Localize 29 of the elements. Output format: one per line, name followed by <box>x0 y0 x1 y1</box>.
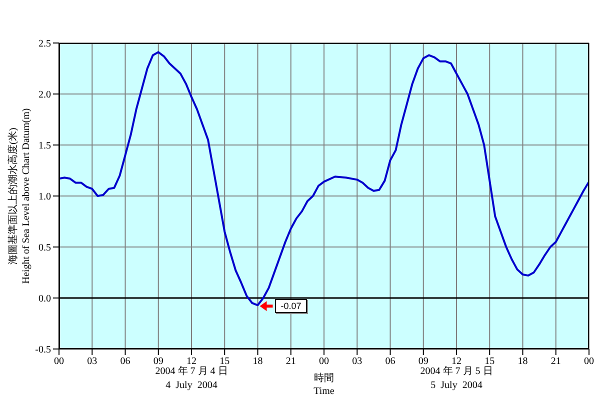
x-tick-label: 03 <box>352 356 362 368</box>
y-tick-label: 1.0 <box>38 192 51 203</box>
x-tick-label: 03 <box>87 356 98 368</box>
x-tick-label: 18 <box>252 356 263 368</box>
y-axis-title: 海圖基準面以上的潮水高度(米) Height of Sea Level above Chart Datum(m) <box>7 108 33 284</box>
x-tick-label: 21 <box>286 356 296 368</box>
y-tick-label: 1.5 <box>38 140 51 152</box>
y-tick-label: 0.0 <box>38 294 51 305</box>
text: 2004 年 7 月 5 日 5 July 2004 <box>419 366 494 393</box>
x-tick-label: 06 <box>385 356 396 368</box>
annotation: -0.07 <box>274 299 308 314</box>
y-tick-label: 2.0 <box>38 90 51 101</box>
x-tick-label: 06 <box>120 356 130 368</box>
x-tick-label: 09 <box>418 356 428 368</box>
x-axis-title: 時間 Time <box>312 372 336 398</box>
x-tick-label: 00 <box>319 356 329 368</box>
x-tick-label: 12 <box>186 356 196 368</box>
x-tick-label: 12 <box>452 356 462 368</box>
x-tick-label: 21 <box>550 356 561 368</box>
y-tick-label: 0.5 <box>38 242 51 254</box>
x-tick-label: 00 <box>584 356 594 368</box>
y-tick-label: -0.5 <box>35 344 51 356</box>
x-tick-label: 15 <box>220 356 230 368</box>
x-tick-label: 15 <box>484 356 495 368</box>
x-tick-label: 00 <box>54 356 64 368</box>
x-tick-label: 18 <box>518 356 528 368</box>
text: 2004 年 7 月 4 日 4 July 2004 <box>154 366 229 393</box>
x-tick-label: 09 <box>153 356 164 368</box>
y-tick-label: 2.5 <box>38 38 51 50</box>
